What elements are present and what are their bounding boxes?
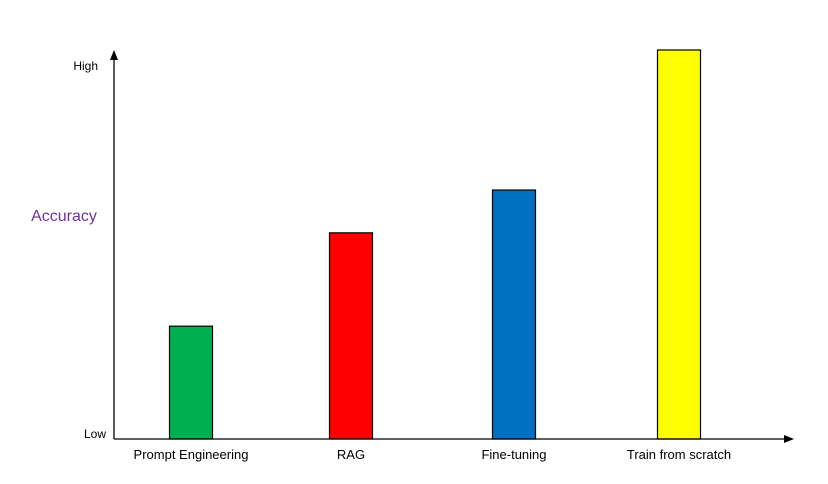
x-tick-label: Prompt Engineering (134, 447, 249, 462)
y-tick-label-high: High (73, 59, 98, 73)
bar-prompt-engineering (168, 325, 214, 440)
bar-fine-tuning (491, 189, 537, 440)
x-tick-label: Fine-tuning (481, 447, 546, 462)
bars-group (168, 49, 702, 440)
y-tick-label-low: Low (84, 427, 106, 441)
x-tick-label: RAG (337, 447, 365, 462)
bar-train-from-scratch (656, 49, 702, 440)
y-axis-label: Accuracy (31, 208, 97, 225)
bar-rag (328, 232, 374, 440)
x-axis-arrowhead (784, 435, 794, 443)
y-axis-arrowhead (110, 50, 118, 60)
x-tick-label: Train from scratch (627, 447, 731, 462)
x-tick-labels-group: Prompt Engineering RAG Fine-tuning Train fr… (134, 447, 732, 462)
